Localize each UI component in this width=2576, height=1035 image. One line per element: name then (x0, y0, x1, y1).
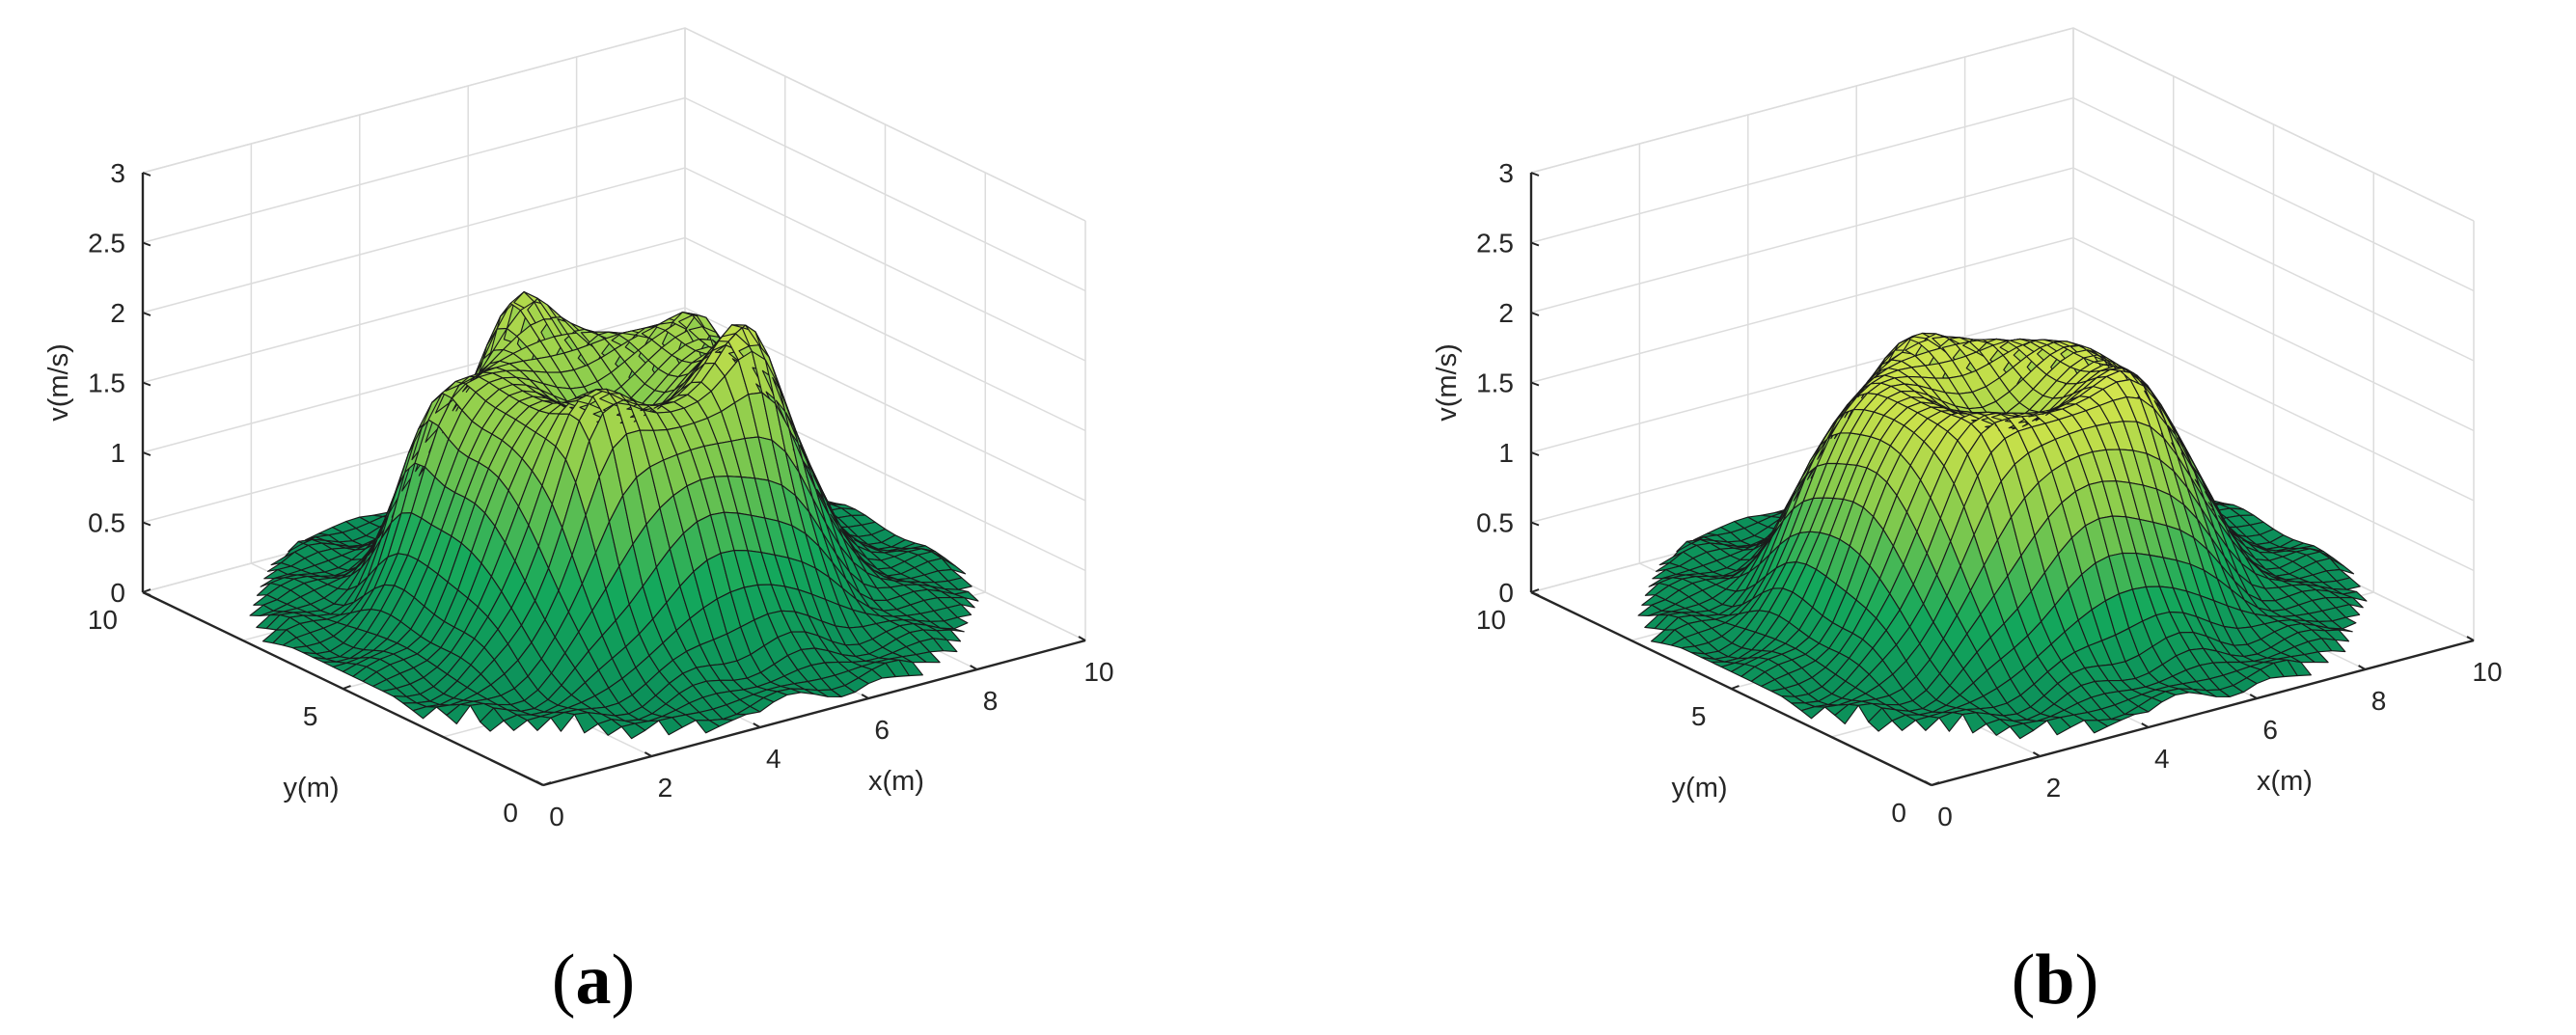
z-tick-label: 3 (110, 158, 125, 188)
grid-line-z (142, 167, 1086, 362)
z-tick-mark (1530, 241, 1540, 247)
z-axis-label: v(m/s) (43, 343, 74, 422)
y-tick-label: 5 (1691, 701, 1707, 731)
x-tick-label: 2 (658, 773, 673, 803)
x-tick-label: 0 (549, 802, 564, 831)
x-tick-mark (644, 751, 652, 757)
z-tick-mark (142, 172, 151, 177)
y-tick-mark (1931, 781, 1940, 786)
z-tick-mark (142, 312, 151, 316)
z-axis-label: v(m/s) (1432, 343, 1463, 422)
y-tick-label: 5 (303, 701, 318, 731)
z-tick-mark (1530, 591, 1540, 596)
x-tick-mark (535, 780, 544, 786)
z-tick-mark (1530, 312, 1540, 316)
z-tick-label: 2.5 (1476, 229, 1514, 259)
z-tick-mark (142, 521, 151, 527)
z-tick-mark (1530, 521, 1540, 527)
x-tick-label: 4 (2154, 744, 2170, 774)
y-tick-mark (542, 781, 552, 786)
z-tick-mark (1530, 172, 1540, 177)
x-tick-label: 10 (2472, 657, 2502, 687)
z-tick-label: 2.5 (88, 229, 125, 259)
x-tick-label: 10 (1083, 657, 1113, 687)
x-tick-mark (1924, 780, 1932, 786)
z-tick-mark (142, 241, 151, 247)
panel-a-plot: 0246810051000.511.522.53x(m)y(m)v(m/s)(a… (43, 27, 1114, 1020)
x-tick-mark (2032, 751, 2041, 757)
z-tick-label: 0 (110, 578, 125, 608)
x-tick-mark (753, 722, 761, 728)
z-tick-label: 1 (1498, 438, 1514, 468)
panel-label: (a) (552, 940, 635, 1020)
z-tick-label: 1.5 (88, 368, 125, 398)
x-axis-label: x(m) (2257, 766, 2313, 797)
y-tick-label: 0 (1891, 798, 1906, 828)
grid-line-z (1530, 167, 2475, 362)
surface-patch (2342, 590, 2368, 602)
surface-mesh (1637, 332, 2368, 740)
surface-patch (2329, 558, 2355, 575)
y-tick-label: 10 (1476, 605, 1506, 635)
x-tick-mark (2249, 694, 2258, 699)
x-tick-mark (2358, 665, 2367, 670)
z-tick-mark (142, 591, 151, 596)
z-tick-mark (142, 451, 151, 456)
z-tick-label: 0 (1498, 578, 1514, 608)
y-tick-label: 0 (503, 798, 518, 828)
x-tick-label: 4 (766, 744, 781, 774)
grid-line-top (142, 27, 1086, 222)
x-tick-label: 0 (1937, 802, 1953, 831)
grid-line-z (1530, 96, 2475, 292)
x-tick-label: 8 (983, 686, 999, 716)
surface-patch (953, 590, 979, 602)
z-tick-label: 2 (110, 298, 125, 328)
y-tick-mark (343, 685, 351, 690)
x-tick-mark (2141, 722, 2150, 728)
z-tick-mark (1530, 451, 1540, 456)
x-tick-label: 6 (2262, 715, 2278, 745)
surface-patch (947, 577, 973, 590)
z-tick-label: 0.5 (88, 508, 125, 538)
y-tick-mark (1731, 685, 1740, 690)
x-tick-label: 2 (2046, 773, 2062, 803)
x-axis-line (542, 639, 1086, 787)
x-tick-label: 8 (2371, 686, 2387, 716)
z-tick-label: 1.5 (1476, 368, 1514, 398)
grid-line-z (142, 96, 1086, 292)
grid-line-top (1530, 27, 2475, 222)
z-tick-mark (1530, 381, 1540, 387)
grid-line-z (1530, 27, 2475, 222)
grid-line-z (142, 27, 1086, 222)
y-tick-label: 10 (88, 605, 118, 635)
z-tick-label: 1 (110, 438, 125, 468)
panel-label: (b) (2012, 940, 2098, 1020)
x-tick-label: 6 (874, 715, 890, 745)
y-axis-label: y(m) (1672, 773, 1728, 803)
x-tick-mark (861, 694, 869, 699)
z-tick-label: 3 (1498, 158, 1514, 188)
x-tick-mark (1078, 636, 1086, 641)
z-tick-label: 2 (1498, 298, 1514, 328)
z-tick-label: 0.5 (1476, 508, 1514, 538)
y-axis-label: y(m) (284, 773, 340, 803)
x-tick-mark (970, 665, 978, 670)
surface-patch (941, 558, 967, 575)
surface-mesh (249, 290, 979, 740)
surface-patch (2336, 577, 2361, 590)
panel-b-plot: 0246810051000.511.522.53x(m)y(m)v(m/s)(b… (1432, 27, 2503, 1020)
x-axis-label: x(m) (868, 766, 924, 797)
z-tick-mark (142, 381, 151, 387)
x-tick-mark (2466, 636, 2475, 641)
x-axis-line (1931, 639, 2475, 787)
